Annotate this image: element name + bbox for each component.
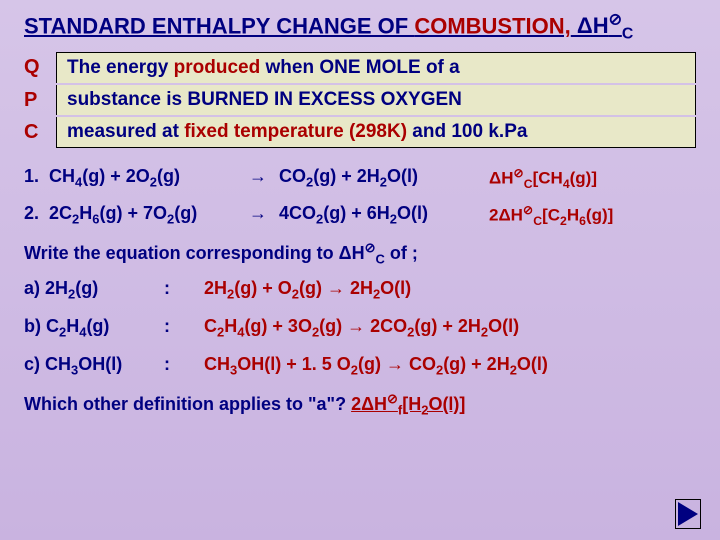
final-answer: 2ΔH⊘f[H2O(l)]: [351, 394, 465, 414]
eq-label-2: 2ΔH⊘C[C2H6(g)]: [489, 203, 613, 228]
def-box-2: substance is BURNED IN EXCESS OXYGEN: [56, 85, 696, 115]
page-title: STANDARD ENTHALPY CHANGE OF COMBUSTION, …: [24, 10, 696, 44]
slide: STANDARD ENTHALPY CHANGE OF COMBUSTION, …: [0, 0, 720, 428]
answer-c: c) CH3OH(l) : CH3OH(l) + 1. 5 O2(g) → CO…: [24, 354, 696, 378]
def-letter-p: P: [24, 85, 52, 112]
title-combustion: COMBUSTION,: [414, 13, 570, 38]
def-row-2: P substance is BURNED IN EXCESS OXYGEN: [24, 85, 696, 115]
next-button[interactable]: [678, 502, 698, 526]
answer-b: b) C2H4(g) : C2H4(g) + 3O2(g) → 2CO2(g) …: [24, 316, 696, 340]
title-prefix: STANDARD ENTHALPY CHANGE OF: [24, 13, 414, 38]
answer-a: a) 2H2(g) : 2H2(g) + O2(g) → 2H2O(l): [24, 278, 696, 302]
equations: 1. CH4(g) + 2O2(g) → CO2(g) + 2H2O(l) ΔH…: [24, 166, 696, 228]
def-letter-q: Q: [24, 52, 52, 79]
prompt-text: Write the equation corresponding to ΔH⊘C…: [24, 240, 696, 267]
def-letter-c: C: [24, 117, 52, 144]
eq-label-1: ΔH⊘C[CH4(g)]: [489, 166, 597, 191]
def-row-3: C measured at fixed temperature (298K) a…: [24, 117, 696, 148]
def-box-1: The energy produced when ONE MOLE of a: [56, 52, 696, 83]
def-box-3: measured at fixed temperature (298K) and…: [56, 117, 696, 148]
equation-1: 1. CH4(g) + 2O2(g) → CO2(g) + 2H2O(l) ΔH…: [24, 166, 696, 191]
def-row-1: Q The energy produced when ONE MOLE of a: [24, 52, 696, 83]
title-notation: ΔH⊘C: [571, 13, 634, 38]
equation-2: 2. 2C2H6(g) + 7O2(g) → 4CO2(g) + 6H2O(l)…: [24, 203, 696, 228]
final-question: Which other definition applies to "a"? 2…: [24, 391, 696, 418]
